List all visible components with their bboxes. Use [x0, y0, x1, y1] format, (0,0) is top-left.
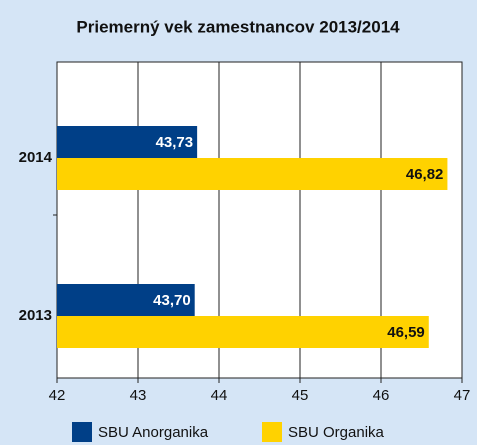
legend-swatch	[72, 422, 92, 442]
x-tick-label: 45	[292, 387, 309, 404]
value-label: 43,70	[153, 292, 191, 309]
y-tick-label: 2013	[19, 307, 52, 324]
x-tick-label: 46	[373, 387, 390, 404]
chart-title: Priemerný vek zamestnancov 2013/2014	[76, 17, 400, 36]
legend-label: SBU Organika	[288, 424, 385, 441]
y-tick-label: 2014	[19, 149, 53, 166]
bar	[57, 158, 448, 190]
bar	[57, 284, 195, 316]
bar	[57, 126, 198, 158]
x-tick-label: 47	[454, 387, 471, 404]
x-tick-label: 44	[211, 387, 228, 404]
legend-swatch	[262, 422, 282, 442]
x-tick-label: 42	[49, 387, 66, 404]
value-label: 46,82	[406, 166, 444, 183]
bar	[57, 316, 429, 348]
legend-label: SBU Anorganika	[98, 424, 209, 441]
value-label: 43,73	[156, 134, 194, 151]
x-tick-label: 43	[130, 387, 147, 404]
value-label: 46,59	[387, 324, 425, 341]
